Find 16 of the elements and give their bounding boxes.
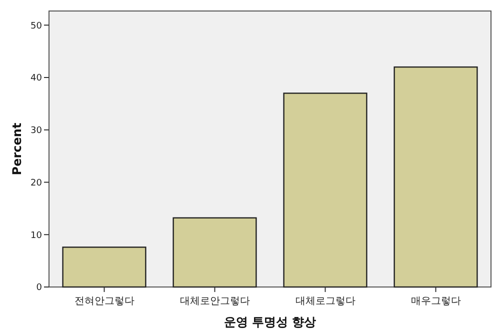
x-tick-label: 대체로안그렇다 xyxy=(180,296,250,307)
y-tick-label: 50 xyxy=(30,21,42,32)
y-tick-label: 10 xyxy=(30,230,42,241)
y-axis-title: Percent xyxy=(10,122,24,176)
bar xyxy=(394,66,478,288)
y-tick-label: 30 xyxy=(30,126,42,136)
bar xyxy=(172,217,257,288)
y-tick-label: 0 xyxy=(36,283,42,294)
bar xyxy=(283,92,368,288)
y-tick-label: 40 xyxy=(30,74,42,84)
x-tick-label: 대체로그렇다 xyxy=(295,296,356,307)
bar xyxy=(62,246,146,288)
y-tick-label: 20 xyxy=(30,178,42,188)
x-tick-label: 매우그렇다 xyxy=(410,296,461,307)
x-tick-label: 전혀안그렇다 xyxy=(74,296,134,307)
x-axis-title: 운영 투명성 향상 xyxy=(224,315,316,329)
